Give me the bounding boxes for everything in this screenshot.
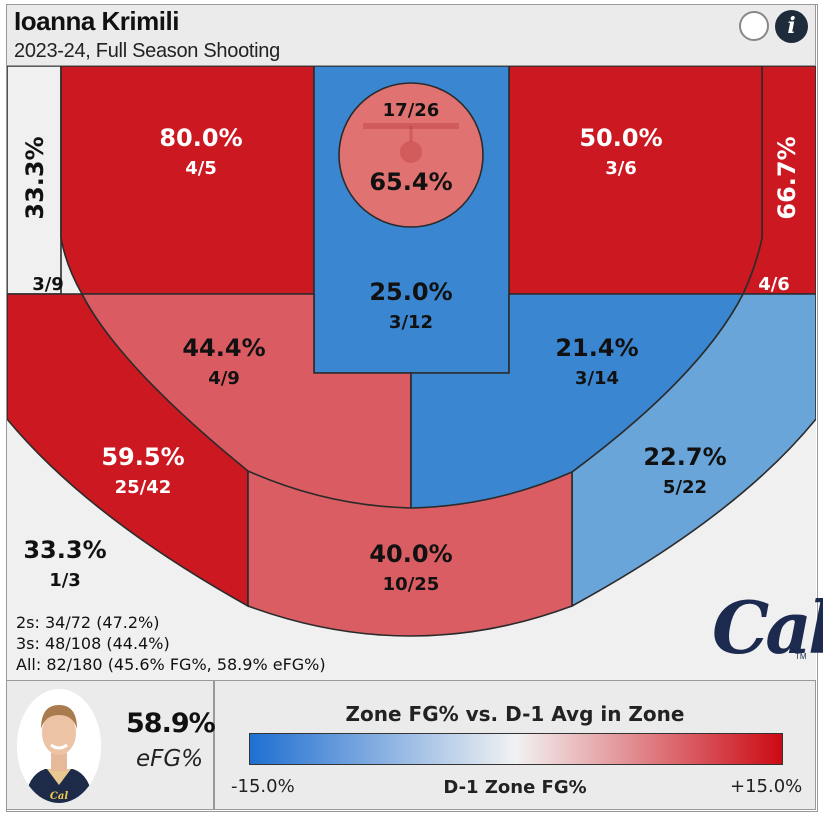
label-right-corner-long-ma: 4/6 bbox=[758, 274, 790, 295]
zone-left-baseline-mid bbox=[60, 66, 315, 295]
label-paint-ma: 3/12 bbox=[389, 312, 433, 333]
totals-all: All: 82/180 (45.6% FG%, 58.9% eFG%) bbox=[16, 655, 326, 674]
label-left-wing-3-pct: 59.5% bbox=[101, 443, 184, 471]
zone-right-baseline-mid bbox=[508, 66, 763, 295]
legend-gradient-bar bbox=[249, 733, 783, 765]
header-bar bbox=[6, 4, 816, 66]
label-right-mid-wing-pct: 21.4% bbox=[555, 334, 638, 362]
label-right-baseline-mid-ma: 3/6 bbox=[605, 158, 637, 179]
label-left-baseline-mid-ma: 4/5 bbox=[185, 158, 217, 179]
player-silhouette-icon: Cal bbox=[17, 689, 101, 803]
zone-right-mid-wing bbox=[410, 293, 745, 509]
svg-text:Cal: Cal bbox=[50, 791, 68, 802]
label-left-mid-wing-ma: 4/9 bbox=[208, 368, 240, 389]
label-right-mid-wing-ma: 3/14 bbox=[575, 368, 619, 389]
legend-max-label: +15.0% bbox=[730, 776, 803, 797]
player-photo: Cal bbox=[17, 689, 101, 803]
season-subtitle: 2023-24, Full Season Shooting bbox=[14, 40, 280, 62]
shot-zone-court: 80.0% 4/5 50.0% 3/6 17/26 65.4% 25.0% 3/… bbox=[7, 66, 816, 680]
legend-title: Zone FG% vs. D-1 Avg in Zone bbox=[345, 702, 685, 726]
zone-left-mid-wing bbox=[80, 293, 412, 509]
toggle-circle-icon[interactable] bbox=[739, 11, 769, 41]
label-right-baseline-mid-pct: 50.0% bbox=[579, 124, 662, 152]
label-left-corner-3-ma: 1/3 bbox=[49, 570, 81, 591]
label-left-corner-3-pct: 33.3% bbox=[23, 536, 106, 564]
label-right-corner-long-pct: 66.7% bbox=[773, 136, 801, 219]
label-right-wing-3-ma: 5/22 bbox=[663, 477, 707, 498]
label-paint-pct: 25.0% bbox=[369, 278, 452, 306]
label-top-3-pct: 40.0% bbox=[369, 540, 452, 568]
zone-restricted bbox=[338, 82, 484, 228]
legend-min-label: -15.0% bbox=[231, 776, 295, 797]
efg-value: 58.9% bbox=[126, 708, 216, 739]
totals-threes: 3s: 48/108 (44.4%) bbox=[16, 634, 170, 653]
totals-twos: 2s: 34/72 (47.2%) bbox=[16, 613, 160, 632]
label-left-corner-long-pct: 33.3% bbox=[21, 136, 49, 219]
label-restricted-ma: 17/26 bbox=[383, 100, 440, 121]
info-icon[interactable]: i bbox=[775, 10, 808, 43]
shooting-totals: 2s: 34/72 (47.2%) 3s: 48/108 (44.4%) All… bbox=[16, 612, 326, 675]
player-name: Ioanna Krimili bbox=[14, 6, 179, 36]
label-right-wing-3-pct: 22.7% bbox=[643, 443, 726, 471]
label-restricted-pct: 65.4% bbox=[369, 168, 452, 196]
label-left-mid-wing-pct: 44.4% bbox=[182, 334, 265, 362]
legend-axis-label: D-1 Zone FG% bbox=[443, 777, 587, 798]
label-left-wing-3-ma: 25/42 bbox=[115, 477, 172, 498]
efg-label: eFG% bbox=[136, 746, 204, 772]
label-left-corner-long-ma: 3/9 bbox=[32, 274, 64, 295]
cal-logo-tm: TM bbox=[795, 652, 807, 661]
cal-logo: Cal bbox=[712, 585, 823, 670]
label-top-3-ma: 10/25 bbox=[383, 574, 440, 595]
label-left-baseline-mid-pct: 80.0% bbox=[159, 124, 242, 152]
rim bbox=[400, 141, 422, 163]
